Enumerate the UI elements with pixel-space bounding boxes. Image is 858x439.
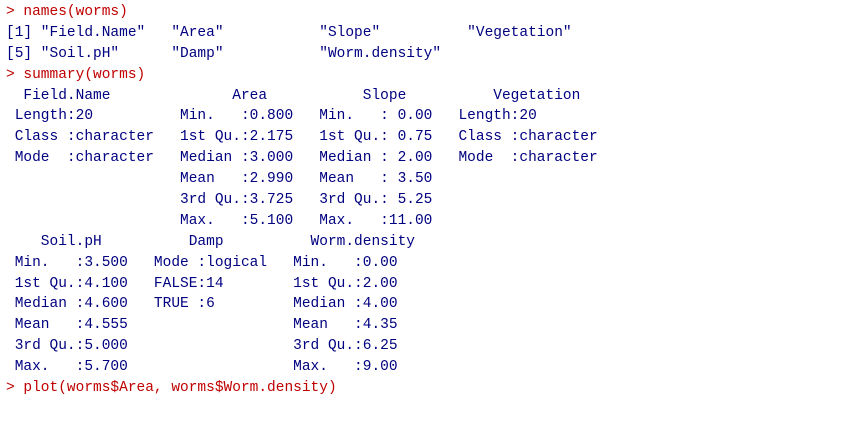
console-output-line: Max. :5.100 Max. :11.00 bbox=[6, 212, 433, 229]
console-output-line: 3rd Qu.:5.000 3rd Qu.:6.25 bbox=[6, 338, 398, 355]
console-output-line: Median :4.600 TRUE :6 Median :4.00 bbox=[6, 296, 398, 313]
console-output-line: Mode :character Median :3.000 Median : 2… bbox=[6, 150, 598, 167]
console-output-line: 3rd Qu.:3.725 3rd Qu.: 5.25 bbox=[6, 192, 433, 209]
console-output-line: Soil.pH Damp Worm.density bbox=[6, 233, 415, 250]
console-command-line: > plot(worms$Area, worms$Worm.density) bbox=[6, 380, 337, 397]
console-output-line: Field.Name Area Slope Vegetation bbox=[6, 87, 581, 104]
console-output-line: Length:20 Min. :0.800 Min. : 0.00 Length… bbox=[6, 108, 537, 125]
r-console[interactable]: > names(worms) [1] "Field.Name" "Area" "… bbox=[6, 2, 856, 439]
console-command-line: > names(worms) bbox=[6, 4, 128, 20]
console-output-line: 1st Qu.:4.100 FALSE:14 1st Qu.:2.00 bbox=[6, 275, 398, 292]
console-output-line: Mean :2.990 Mean : 3.50 bbox=[6, 171, 433, 188]
console-output-line: Mean :4.555 Mean :4.35 bbox=[6, 317, 398, 334]
console-output-line: Min. :3.500 Mode :logical Min. :0.00 bbox=[6, 254, 398, 271]
console-output-line: Class :character 1st Qu.:2.175 1st Qu.: … bbox=[6, 129, 598, 146]
console-command-line: > summary(worms) bbox=[6, 66, 146, 83]
console-output-line: [5] "Soil.pH" "Damp" "Worm.density" bbox=[6, 45, 442, 62]
console-output-line: Max. :5.700 Max. :9.00 bbox=[6, 359, 398, 376]
console-output-line: [1] "Field.Name" "Area" "Slope" "Vegetat… bbox=[6, 24, 572, 41]
